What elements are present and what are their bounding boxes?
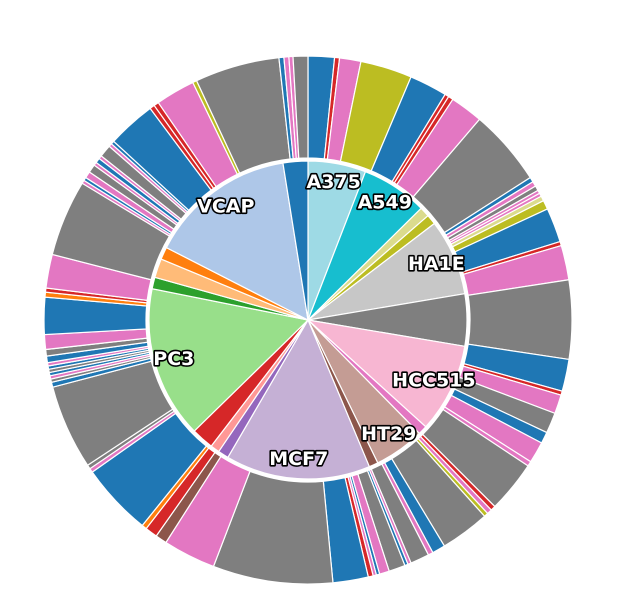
label-a375: A375 (307, 171, 361, 193)
label-vcap: VCAP (197, 195, 254, 217)
inner-slice-18 (165, 162, 309, 322)
outer-ring (43, 55, 573, 585)
inner-slice-14 (148, 288, 310, 432)
label-hcc515: HCC515 (392, 370, 475, 392)
inner-slice-19 (282, 160, 309, 321)
inner-slice-10 (227, 318, 371, 480)
label-ha1e: HA1E (408, 253, 465, 275)
label-mcf7: MCF7 (269, 448, 328, 470)
label-ht29: HT29 (361, 423, 416, 445)
label-a549: A549 (358, 192, 412, 214)
inner-ring (148, 160, 468, 480)
outer-slice-86 (292, 55, 309, 159)
label-pc3: PC3 (153, 348, 194, 370)
inner-slice-6 (306, 319, 466, 428)
